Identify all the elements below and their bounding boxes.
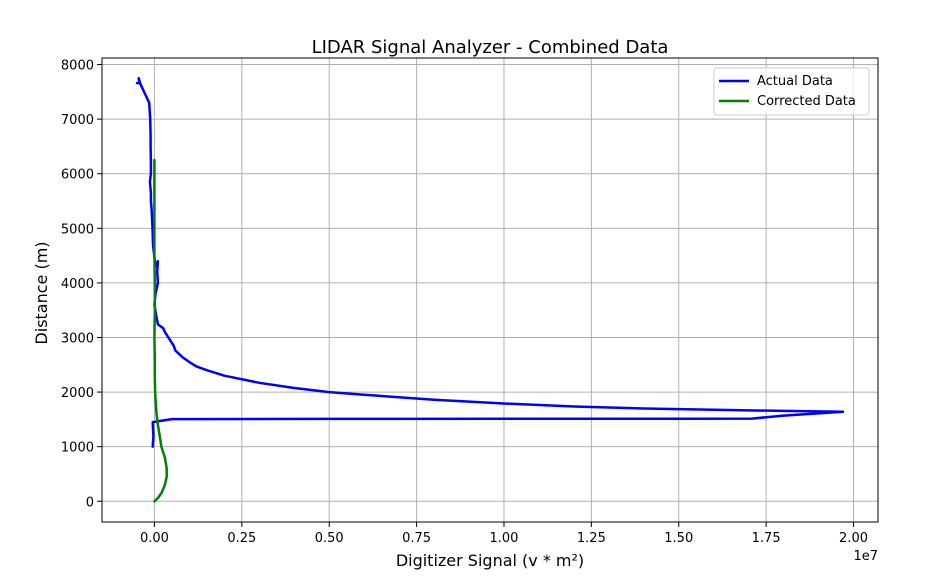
tick-layer: 0.00 0.25 0.50 0.75 1.00 1.25 1.50 1.75 2.00 0 100…	[61, 59, 868, 546]
x-axis-offset-label: 1e7	[853, 549, 878, 564]
chart-title: LIDAR Signal Analyzer - Combined Data	[312, 37, 669, 58]
x-tick-label: 0.75	[402, 531, 431, 546]
y-tick-label: 8000	[61, 59, 94, 74]
y-tick-label: 4000	[61, 277, 94, 292]
series-line-corrected-data	[153, 158, 168, 503]
x-tick-label: 1.00	[490, 531, 519, 546]
x-tick-label: 1.25	[577, 531, 606, 546]
plot-frame	[101, 57, 879, 523]
x-tick-label: 0.00	[140, 531, 169, 546]
legend-label-actual-data: Actual Data	[757, 74, 833, 89]
x-tick-label: 0.25	[227, 531, 256, 546]
y-tick-label: 5000	[61, 222, 94, 237]
series-line-actual-data	[135, 76, 845, 448]
y-axis-label: Distance (m)	[32, 241, 51, 344]
legend-box	[713, 67, 870, 116]
x-tick-label: 2.00	[839, 531, 868, 546]
x-tick-label: 0.50	[315, 531, 344, 546]
x-tick-label: 1.75	[752, 531, 781, 546]
y-tick-label: 6000	[61, 168, 94, 183]
x-axis-label: Digitizer Signal (v * m²)	[396, 551, 584, 570]
grid-layer	[102, 58, 878, 522]
y-tick-label: 0	[86, 495, 94, 510]
y-tick-label: 3000	[61, 331, 94, 346]
y-tick-label: 1000	[61, 441, 94, 456]
legend-label-corrected-data: Corrected Data	[757, 94, 856, 109]
y-tick-label: 2000	[61, 386, 94, 401]
x-tick-label: 1.50	[664, 531, 693, 546]
legend: Actual Data Corrected Data	[713, 67, 870, 116]
series-layer	[135, 76, 845, 503]
y-tick-label: 7000	[61, 113, 94, 128]
